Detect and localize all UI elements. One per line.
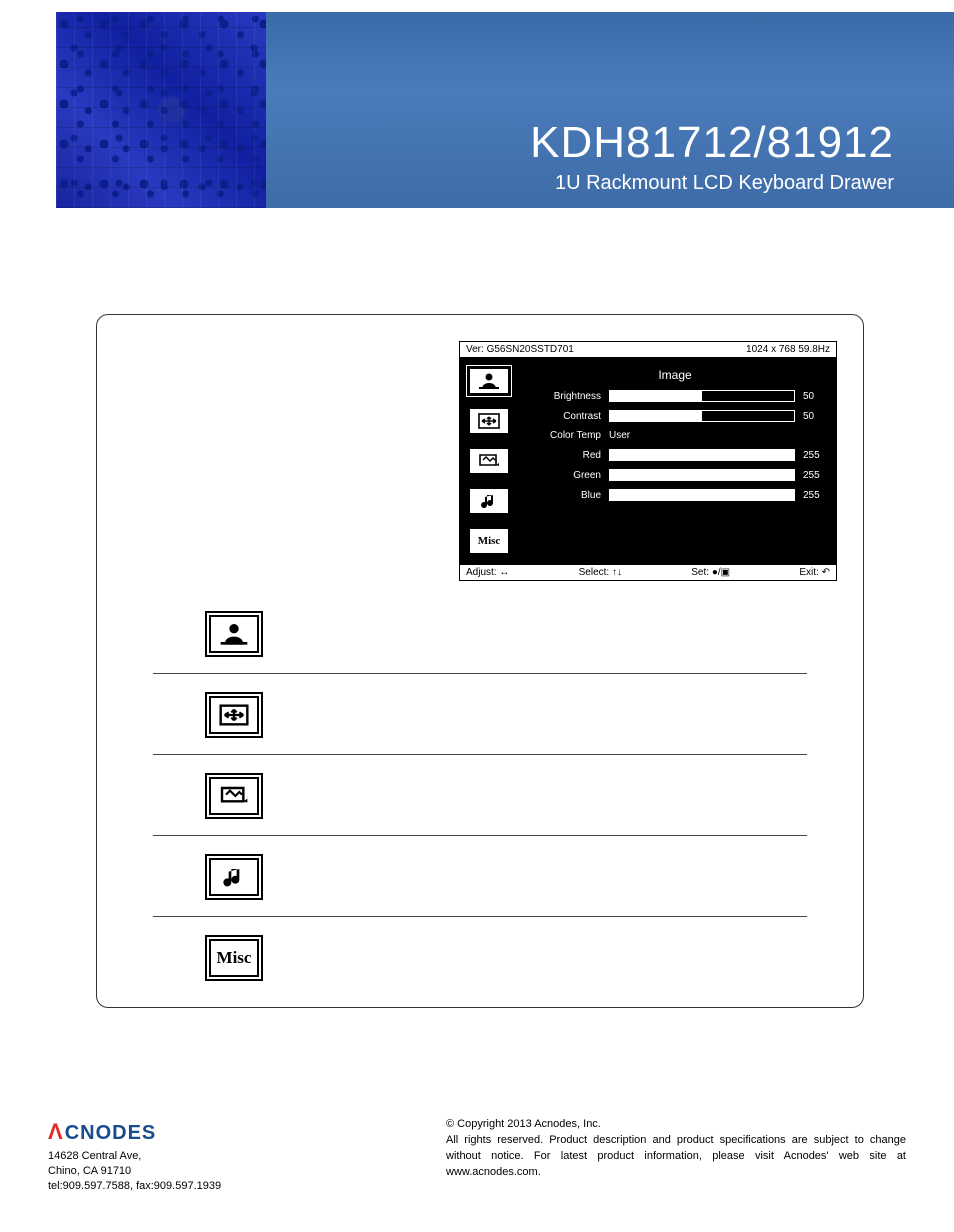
color-icon — [477, 452, 501, 470]
audio-big-icon — [205, 854, 263, 900]
osd-settings: Image Brightness 50 Contrast 50 Color Te… — [521, 366, 829, 556]
icon-row-color — [153, 755, 807, 836]
icon-list: Misc — [153, 593, 807, 997]
hint-exit: Exit: ↶ — [799, 567, 830, 578]
osd-row-brightness[interactable]: Brightness 50 — [521, 390, 829, 402]
footer-left: CNODES 14628 Central Ave, Chino, CA 9171… — [48, 1117, 221, 1194]
image-icon — [478, 372, 500, 390]
geometry-icon — [477, 412, 501, 430]
osd-tab-audio[interactable] — [467, 486, 511, 516]
osd-label: Brightness — [521, 391, 601, 402]
osd-tabs: Misc — [467, 366, 511, 556]
product-subtitle: 1U Rackmount LCD Keyboard Drawer — [555, 172, 894, 195]
icon-row-misc: Misc — [153, 917, 807, 997]
osd-version: Ver: G56SN20SSTD701 — [466, 344, 574, 355]
osd-bar — [609, 489, 795, 501]
osd-panel: Ver: G56SN20SSTD701 1024 x 768 59.8Hz Mi… — [459, 341, 837, 581]
osd-topbar: Ver: G56SN20SSTD701 1024 x 768 59.8Hz — [459, 341, 837, 358]
misc-label: Misc — [217, 948, 252, 968]
icon-row-audio — [153, 836, 807, 917]
hint-set: Set: ●/▣ — [691, 567, 730, 578]
osd-row-green[interactable]: Green 255 — [521, 469, 829, 481]
misc-big-icon: Misc — [205, 935, 263, 981]
image-big-icon — [205, 611, 263, 657]
content-frame: Ver: G56SN20SSTD701 1024 x 768 59.8Hz Mi… — [96, 314, 864, 1008]
osd-hints: Adjust: ↔ Select: ↑↓ Set: ●/▣ Exit: ↶ — [459, 564, 837, 581]
osd-resolution: 1024 x 768 59.8Hz — [746, 344, 830, 355]
copyright: © Copyright 2013 Acnodes, Inc. — [446, 1117, 906, 1133]
footer-right: © Copyright 2013 Acnodes, Inc. All right… — [446, 1117, 906, 1181]
contact-line: tel:909.597.7588, fax:909.597.1939 — [48, 1179, 221, 1194]
address-line: Chino, CA 91710 — [48, 1164, 221, 1179]
osd-value: 50 — [803, 411, 829, 422]
osd-value: 50 — [803, 391, 829, 402]
osd-label: Red — [521, 450, 601, 461]
header-banner: KDH81712/81912 1U Rackmount LCD Keyboard… — [56, 12, 954, 208]
osd-text: User — [609, 430, 630, 441]
osd-row-contrast[interactable]: Contrast 50 — [521, 410, 829, 422]
icon-row-image — [153, 593, 807, 674]
disclaimer: All rights reserved. Product description… — [446, 1133, 906, 1181]
osd-tab-misc[interactable]: Misc — [467, 526, 511, 556]
osd-label: Blue — [521, 490, 601, 501]
page-footer: CNODES 14628 Central Ave, Chino, CA 9171… — [48, 1117, 906, 1194]
product-title: KDH81712/81912 — [530, 118, 894, 168]
osd-value: 255 — [803, 450, 829, 461]
header-photo — [56, 12, 266, 208]
osd-bar — [609, 469, 795, 481]
osd-label: Contrast — [521, 411, 601, 422]
osd-value: 255 — [803, 470, 829, 481]
hint-adjust: Adjust: ↔ — [466, 567, 509, 578]
company-logo: CNODES — [48, 1117, 221, 1147]
osd-row-blue[interactable]: Blue 255 — [521, 489, 829, 501]
icon-row-geometry — [153, 674, 807, 755]
osd-bar — [609, 410, 795, 422]
osd-row-colortemp[interactable]: Color Temp User — [521, 430, 829, 441]
osd-label: Green — [521, 470, 601, 481]
osd-tab-color[interactable] — [467, 446, 511, 476]
color-big-icon — [205, 773, 263, 819]
osd-tab-image[interactable] — [467, 366, 511, 396]
osd-label: Color Temp — [521, 430, 601, 441]
osd-value: 255 — [803, 490, 829, 501]
address-line: 14628 Central Ave, — [48, 1149, 221, 1164]
osd-heading: Image — [521, 368, 829, 382]
osd-bar — [609, 449, 795, 461]
osd-tab-geometry[interactable] — [467, 406, 511, 436]
misc-icon: Misc — [478, 535, 501, 547]
geometry-big-icon — [205, 692, 263, 738]
audio-icon — [479, 492, 499, 510]
hint-select: Select: ↑↓ — [579, 567, 622, 578]
osd-row-red[interactable]: Red 255 — [521, 449, 829, 461]
osd-bar — [609, 390, 795, 402]
osd-body: Misc Image Brightness 50 Contrast 50 Col… — [459, 358, 837, 564]
